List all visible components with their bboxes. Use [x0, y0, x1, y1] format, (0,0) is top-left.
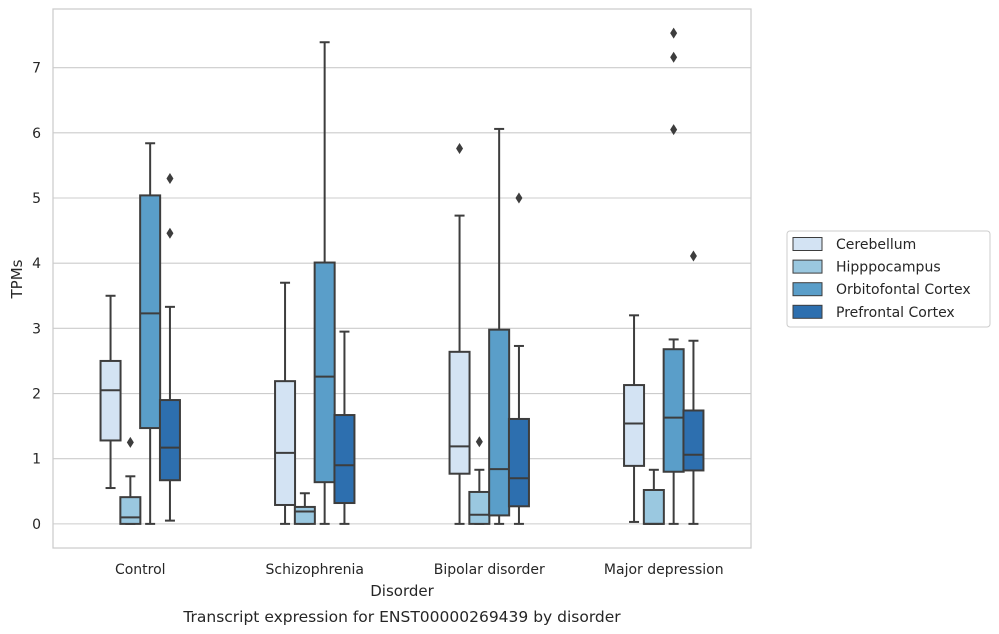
box — [139, 194, 162, 430]
x-axis-label: Disorder — [370, 582, 434, 600]
y-tick-label: 1 — [32, 452, 41, 468]
outlier-point — [689, 250, 697, 262]
box — [488, 328, 511, 517]
legend-swatch — [792, 282, 823, 297]
legend-swatch — [792, 237, 823, 251]
y-tick-label: 6 — [32, 126, 41, 142]
box-group — [468, 436, 491, 525]
box-group — [293, 492, 316, 525]
legend-label: Cerebellum — [836, 237, 916, 253]
box-group — [642, 468, 665, 525]
legend-swatch — [792, 304, 823, 319]
outlier-point — [670, 27, 678, 39]
box-group — [682, 250, 705, 525]
box — [274, 380, 297, 506]
box — [468, 490, 491, 525]
outlier-point — [126, 436, 134, 448]
box — [682, 409, 705, 472]
box-group — [488, 127, 511, 525]
x-tick-labels: Control Schizophrenia Bipolar disorder Majo… — [115, 562, 724, 578]
box-group — [623, 314, 646, 523]
box-group — [662, 27, 685, 525]
box-group — [333, 330, 356, 525]
y-tick-label: 4 — [32, 256, 41, 272]
legend-label: Orbitofontal Cortex — [836, 282, 971, 298]
box-group — [507, 192, 530, 525]
box — [313, 261, 336, 484]
box-marks — [99, 27, 705, 525]
outlier-point — [456, 142, 464, 154]
box-group — [313, 41, 336, 525]
y-tick-label: 2 — [32, 387, 41, 403]
y-tick-label: 5 — [32, 191, 41, 207]
y-tick-label: 0 — [32, 517, 41, 533]
legend-swatch — [792, 259, 823, 274]
y-tick-labels: 0 1 2 3 4 5 6 7 — [32, 61, 41, 533]
box — [333, 414, 356, 505]
box — [158, 399, 181, 482]
outlier-point — [515, 192, 523, 204]
box — [293, 505, 316, 525]
legend-box — [786, 230, 991, 328]
box — [642, 488, 665, 525]
outlier-point — [166, 172, 174, 184]
box-group — [99, 294, 122, 490]
box — [662, 348, 685, 473]
box — [507, 417, 530, 508]
box — [119, 496, 142, 525]
outlier-point — [475, 436, 483, 448]
outlier-point — [166, 227, 174, 239]
chart-caption: Transcript expression for ENST0000026943… — [182, 608, 621, 626]
legend-label: Prefrontal Cortex — [836, 305, 955, 321]
x-tick-label: Schizophrenia — [266, 562, 364, 578]
box — [99, 359, 122, 442]
legend-label: Hipppocampus — [836, 260, 941, 276]
box-group — [274, 281, 297, 525]
y-tick-label: 3 — [32, 321, 41, 337]
box-group — [448, 142, 471, 525]
y-tick-label: 7 — [32, 61, 41, 77]
x-tick-label: Bipolar disorder — [434, 562, 545, 578]
box-group — [158, 172, 181, 522]
outlier-point — [670, 124, 678, 136]
y-axis-label: TPMs — [8, 259, 26, 299]
outlier-point — [670, 51, 678, 63]
box — [623, 384, 646, 467]
box — [448, 350, 471, 475]
x-tick-label: Control — [115, 562, 166, 578]
box-group — [139, 142, 162, 525]
box-group — [119, 436, 142, 525]
legend: Cerebellum Hipppocampus Orbitofontal Corte… — [786, 230, 991, 328]
plot-frame — [52, 8, 752, 549]
x-tick-label: Major depression — [604, 562, 724, 578]
